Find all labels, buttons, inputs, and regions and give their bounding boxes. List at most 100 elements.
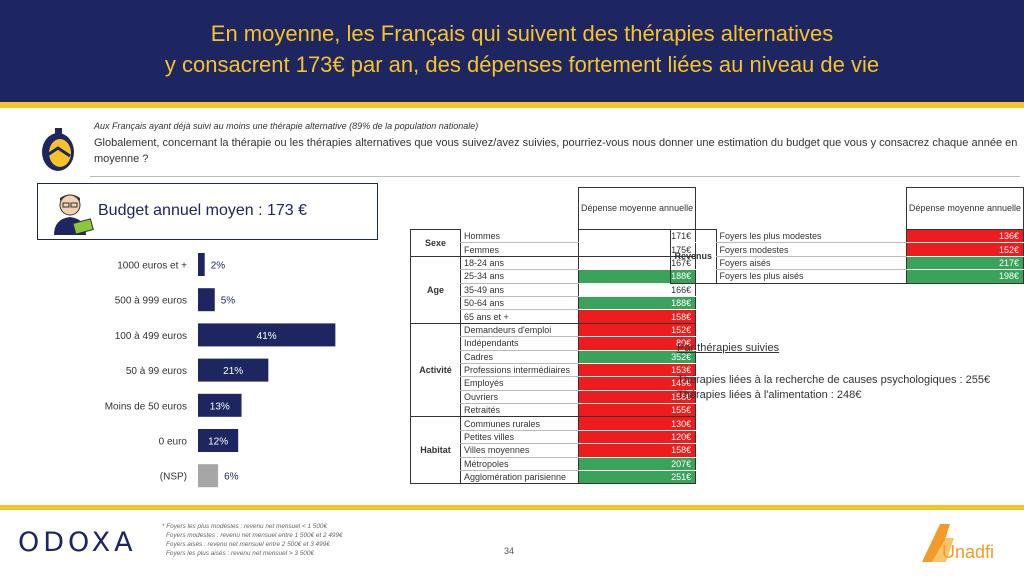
- table-row: Foyers modestes 152€: [671, 242, 1024, 257]
- table-row-label: Foyers les plus aisés: [715, 269, 907, 284]
- table-row: Foyers les plus aisés 198€: [671, 269, 1024, 284]
- chart-category-label: 1000 euros et +: [117, 261, 187, 272]
- table-row-label: Femmes: [460, 242, 579, 257]
- income-footnotes: * Foyers les plus modestes : revenu net …: [162, 522, 343, 558]
- table-row-value: 120€: [577, 430, 697, 445]
- table-row: Indépendants 80€: [411, 336, 697, 351]
- table-row: Revenus Foyers les plus modestes 136€: [670, 229, 1024, 284]
- table-row-value: 352€: [577, 350, 697, 364]
- table-row-label: Foyers modestes: [715, 242, 907, 257]
- table-group-label: Age: [410, 255, 461, 324]
- unadfi-logo: Unadfi: [922, 524, 994, 562]
- intro-question: Globalement, concernant la thérapie ou l…: [94, 137, 1018, 165]
- chart-category-label: 500 à 999 euros: [115, 296, 187, 307]
- table-row: Foyers aisés 217€: [671, 256, 1024, 271]
- header-banner: En moyenne, les Français qui suivent des…: [0, 0, 1024, 102]
- table-row-value: 207€: [577, 457, 697, 472]
- table-row: Agglomération parisienne 251€: [411, 470, 697, 485]
- footnote-line: Foyers aisés : revenu net mensuel entre …: [166, 541, 330, 548]
- footnote-line: * Foyers les plus modestes : revenu net …: [162, 523, 328, 530]
- header-accent-bar: [0, 102, 1024, 108]
- chart-bar: [198, 464, 219, 488]
- segment-spending-table: Dépense moyenne annuelle Sexe Hommes 171€ F…: [410, 187, 697, 485]
- chart-category-label: 0 euro: [159, 437, 188, 448]
- table-row: Age 18-24 ans 167€: [410, 255, 697, 324]
- table-header-spending: Dépense moyenne annuelle: [905, 187, 1024, 230]
- table-row-value: 80€: [577, 336, 697, 351]
- table-row-label: Communes rurales: [460, 416, 579, 431]
- table-row-value: 158€: [577, 443, 697, 458]
- table-row: 65 ans et +158€: [411, 309, 697, 324]
- table-row-value: 130€: [577, 416, 697, 431]
- chart-bar: [198, 323, 336, 347]
- table-row: Femmes 175€: [411, 242, 697, 257]
- table-row-label: Cadres: [460, 350, 579, 364]
- therapy-psychological: Thérapies liées à la recherche de causes…: [677, 374, 991, 386]
- table-row: Habitat Communes rurales 130€: [410, 416, 697, 485]
- table-row-label: Agglomération parisienne: [460, 470, 579, 485]
- table-row-label: Hommes: [460, 229, 579, 244]
- page-title: En moyenne, les Français qui suivent des…: [20, 18, 1024, 80]
- table-row-value: 152€: [905, 242, 1024, 257]
- table-group-label: Activité: [410, 322, 461, 418]
- table-row-label: Petites villes: [460, 430, 579, 445]
- chart-value-label: 12%: [208, 437, 228, 448]
- table-row-label: Villes moyennes: [460, 443, 579, 458]
- chart-value-label: 21%: [223, 366, 243, 377]
- table-group-label: Revenus: [670, 229, 716, 284]
- therapy-nutrition: Thérapies liées à l'alimentation : 248€: [677, 389, 862, 401]
- table-row-value: 198€: [905, 269, 1024, 284]
- table-row-value: 149€: [577, 376, 697, 391]
- table-row-value: 251€: [577, 470, 697, 485]
- unadfi-wordmark: Unadfi: [942, 542, 994, 562]
- income-spending-table: Dépense moyenne annuelle Revenus Foyers l…: [670, 187, 1024, 284]
- table-row: Petites villes 120€: [411, 430, 697, 445]
- table-row-label: Employés: [460, 376, 579, 391]
- chart-category-label: 100 à 499 euros: [115, 331, 187, 342]
- table-row: Retraités 155€: [411, 403, 697, 418]
- table-row-label: Professions intermédiaires: [460, 363, 579, 378]
- chart-category-label: Moins de 50 euros: [105, 401, 187, 412]
- table-row-value: 158€: [577, 390, 697, 405]
- chart-bar: [198, 358, 269, 382]
- table-row: Métropoles 207€: [411, 457, 697, 472]
- table-header-spending: Dépense moyenne annuelle: [577, 187, 697, 230]
- table-row-label: Foyers aisés: [715, 256, 907, 271]
- table-row-label: Retraités: [460, 403, 579, 418]
- table-row: Cadres 352€: [411, 350, 697, 364]
- chart-value-label: 5%: [221, 296, 236, 307]
- table-row-label: 25-34 ans: [460, 269, 579, 284]
- table-row: Villes moyennes 158€: [411, 443, 697, 458]
- table-row-label: Indépendants: [460, 336, 579, 351]
- table-row-label: 65 ans et +: [460, 309, 579, 324]
- footer-accent-bar: [0, 505, 1024, 510]
- table-row: Activité Demandeurs d'emploi 152€: [410, 322, 697, 418]
- chart-value-label: 6%: [224, 472, 239, 483]
- title-line-2: y consacrent 173€ par an, des dépenses f…: [164, 52, 880, 77]
- chart-category-label: 50 à 99 euros: [126, 366, 187, 377]
- table-row-label: Ouvriers: [460, 390, 579, 405]
- chart-value-label: 41%: [257, 331, 277, 342]
- table-row: Professions intermédiaires 153€: [411, 363, 697, 378]
- odoxa-question-icon: [42, 128, 74, 171]
- table-row-label: Foyers les plus modestes: [715, 229, 907, 244]
- odoxa-logo: ODOXA: [18, 524, 137, 560]
- table-row-label: Demandeurs d'emploi: [460, 323, 579, 338]
- chart-bar: [198, 393, 242, 417]
- footnote-line: Foyers modestes : revenu net mensuel ent…: [166, 532, 343, 539]
- table-row-value: 152€: [577, 323, 697, 338]
- table-row-label: 18-24 ans: [460, 256, 579, 271]
- chart-bar: [198, 288, 215, 312]
- table-row-value: 158€: [577, 309, 697, 324]
- table-row: 25-34 ans 188€: [411, 269, 697, 284]
- table-row-value: 153€: [577, 363, 697, 378]
- chart-bar: [198, 253, 205, 276]
- table-row-label: Métropoles: [460, 457, 579, 472]
- table-group-label: Sexe: [410, 229, 461, 257]
- chart-value-label: 13%: [210, 401, 230, 412]
- chart-category-label: (NSP): [160, 472, 187, 483]
- footnote-line: Foyers les plus aisés : revenu net mensu…: [166, 550, 314, 557]
- table-row-label: 50-64 ans: [460, 296, 579, 311]
- table-row-value: 188€: [577, 296, 697, 311]
- title-line-1: En moyenne, les Français qui suivent des…: [210, 21, 834, 46]
